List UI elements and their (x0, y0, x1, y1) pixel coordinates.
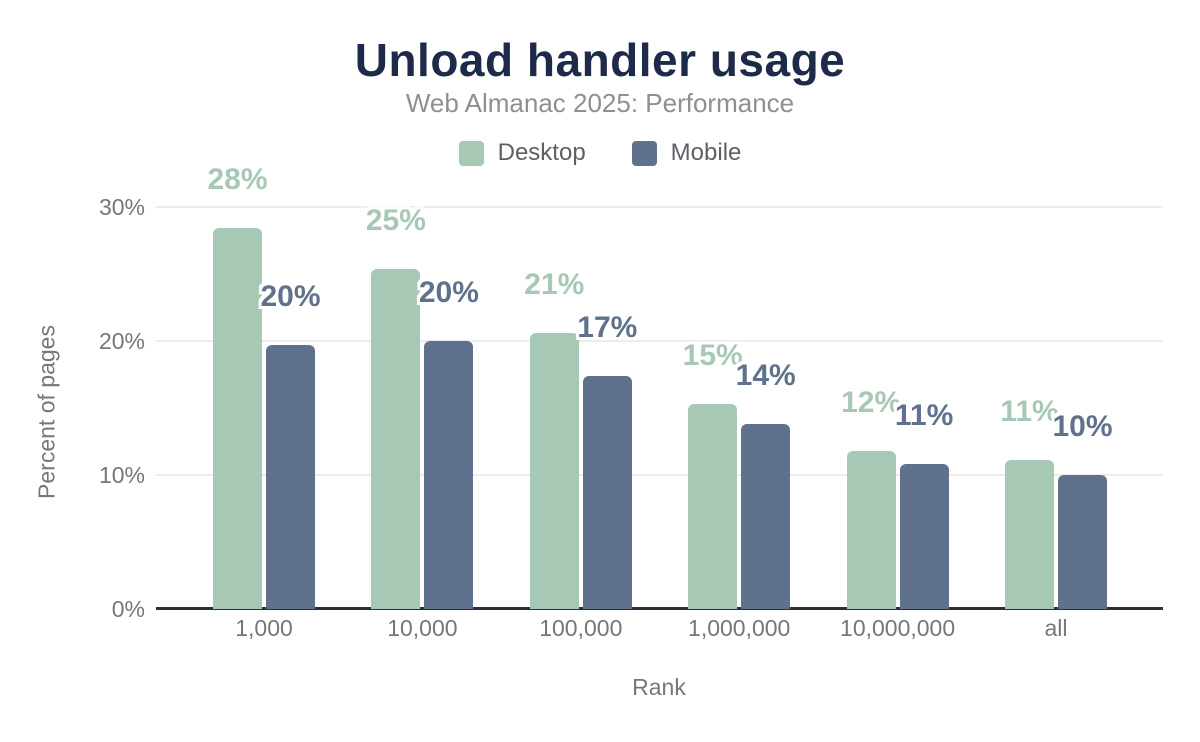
bar-label-desktop-1000000: 15% (682, 338, 743, 372)
bar-label-desktop-10000000: 12% (841, 385, 902, 419)
x-axis-title: Rank (632, 674, 686, 700)
chart-title: Unload handler usage (354, 34, 846, 86)
bar-label-mobile-100000: 17% (577, 310, 638, 344)
y-tick-label-20%: 20% (98, 328, 145, 354)
bar-label-mobile-1000000: 14% (735, 359, 796, 393)
gridline-10% (156, 474, 1163, 476)
legend-item-mobile[interactable]: Mobile (631, 139, 742, 167)
chart-subtitle: Web Almanac 2025: Performance (405, 88, 795, 118)
bar-desktop-10000000[interactable] (846, 450, 896, 609)
bar-mobile-1000000[interactable] (741, 424, 791, 609)
x-tick-label-10000: 10,000 (387, 615, 458, 641)
bar-label-mobile-10000: 20% (418, 276, 479, 309)
y-tick-label-0%: 0% (111, 596, 145, 622)
x-tick-label-all: all (1044, 615, 1068, 641)
bar-desktop-100000[interactable] (529, 332, 579, 609)
bar-mobile-10000[interactable] (424, 341, 474, 609)
y-tick-label-10%: 10% (98, 462, 145, 488)
plot-area: 28% 25% 21% 15% 12% 11% 20% 20% 17% 14% 11% 10% (156, 165, 1163, 610)
bar-label-mobile-10000000: 11% (894, 399, 954, 433)
x-tick-label-1000: 1,000 (235, 615, 293, 641)
bar-label-desktop-10000: 25% (365, 203, 426, 237)
legend-label-mobile: Mobile (670, 139, 742, 166)
bar-label-mobile-all: 10% (1052, 410, 1113, 443)
x-tick-label-10000000: 10,000,000 (840, 615, 956, 641)
bar-mobile-10000000[interactable] (899, 464, 949, 609)
legend-label-desktop: Desktop (497, 139, 586, 166)
legend: Desktop Mobile (0, 139, 1200, 167)
bar-desktop-1000[interactable] (213, 228, 262, 609)
gridline-20% (156, 340, 1163, 342)
bar-mobile-100000[interactable] (582, 375, 632, 609)
bar-desktop-all[interactable] (1005, 460, 1054, 609)
bar-label-desktop-1000: 28% (207, 163, 268, 197)
bar-mobile-1000[interactable] (266, 345, 315, 609)
desktop-swatch-icon (458, 140, 484, 166)
bar-mobile-all[interactable] (1058, 475, 1107, 609)
bar-label-desktop-100000: 21% (524, 267, 585, 301)
gridline-30% (156, 206, 1163, 208)
x-tick-label-1000000: 1,000,000 (688, 615, 791, 641)
x-axis-line (156, 607, 1163, 610)
bar-label-mobile-1000: 20% (260, 280, 321, 314)
legend-item-desktop[interactable]: Desktop (458, 139, 586, 167)
bar-desktop-1000000[interactable] (688, 403, 738, 609)
mobile-swatch-icon (631, 140, 657, 166)
x-tick-label-100000: 100,000 (539, 615, 623, 641)
bar-label-desktop-all: 11% (1000, 395, 1059, 429)
bar-desktop-10000[interactable] (371, 268, 421, 609)
y-tick-label-30%: 30% (98, 194, 145, 220)
